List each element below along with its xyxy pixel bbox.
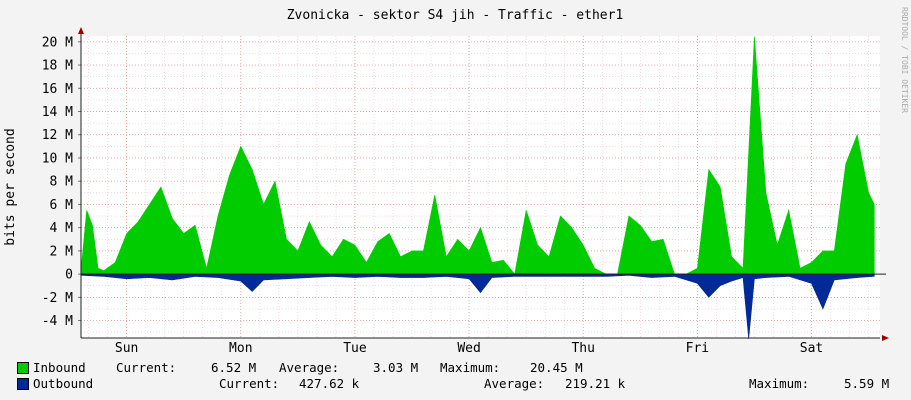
outbound-name: Outbound (33, 376, 94, 391)
y-tick-label: 16 M (42, 82, 73, 97)
outbound-maximum-label: Maximum: (749, 376, 810, 391)
y-tick-label: 12 M (42, 128, 73, 143)
y-axis-arrow (78, 27, 84, 34)
y-tick-label: 8 M (50, 175, 74, 190)
y-tick-label: 0 (65, 268, 73, 283)
inbound-maximum-label: Maximum: (440, 360, 501, 375)
inbound-current-value: 6.52 M (211, 360, 257, 375)
y-tick-label: -2 M (42, 291, 73, 306)
y-tick-label: 14 M (42, 105, 73, 120)
y-tick-label: 20 M (42, 35, 73, 50)
label-layer: -4 M -2 M 0 2 M 4 M 6 M 8 M 10 M 12 M 14 M 16 M 18 … (42, 35, 824, 356)
area-layer (80, 36, 875, 340)
grid-layer (81, 36, 880, 338)
x-tick-label: Wed (457, 341, 480, 356)
axis-layer (78, 27, 889, 341)
inbound-swatch (17, 362, 29, 374)
x-tick-label: Tue (343, 341, 367, 356)
series-area-outbound (80, 273, 875, 340)
outbound-average-label: Average: (484, 376, 545, 391)
inbound-maximum-value: 20.45 M (530, 360, 583, 375)
chart-title: Zvonicka - sektor S4 jih - Traffic - eth… (287, 8, 624, 23)
inbound-average-value: 3.03 M (373, 360, 419, 375)
x-tick-label: Sun (115, 341, 138, 356)
inbound-average-label: Average: (279, 360, 340, 375)
y-tick-label: 10 M (42, 151, 73, 166)
x-tick-label: Thu (571, 341, 594, 356)
outbound-current-label: Current: (219, 376, 280, 391)
outbound-maximum-value: 5.59 M (844, 376, 890, 391)
inbound-name: Inbound (33, 360, 86, 375)
y-tick-label: -4 M (42, 314, 73, 329)
y-tick-label: 18 M (42, 59, 73, 74)
inbound-current-label: Current: (116, 360, 177, 375)
y-tick-label: 4 M (50, 221, 74, 236)
x-tick-label: Sat (800, 341, 823, 356)
y-axis-label: bits per second (3, 128, 18, 245)
outbound-average-value: 219.21 k (565, 376, 626, 391)
y-tick-label: 6 M (50, 198, 74, 213)
series-area-inbound (80, 36, 875, 275)
outbound-swatch (17, 378, 29, 390)
x-tick-label: Mon (229, 341, 252, 356)
watermark: RRDTOOL / TOBI OETIKER (900, 7, 909, 113)
x-axis-arrow (882, 335, 889, 341)
outbound-current-value: 427.62 k (299, 376, 360, 391)
y-tick-label: 2 M (50, 244, 74, 259)
x-tick-label: Fri (686, 341, 709, 356)
